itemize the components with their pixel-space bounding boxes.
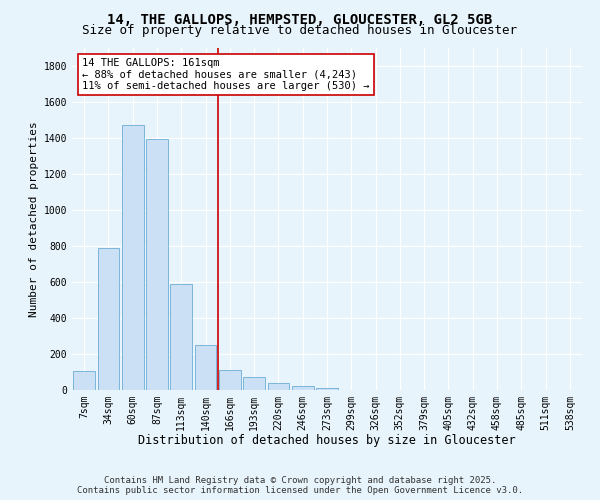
Text: 14 THE GALLOPS: 161sqm
← 88% of detached houses are smaller (4,243)
11% of semi-: 14 THE GALLOPS: 161sqm ← 88% of detached… xyxy=(82,58,370,91)
Text: Contains HM Land Registry data © Crown copyright and database right 2025.
Contai: Contains HM Land Registry data © Crown c… xyxy=(77,476,523,495)
Bar xyxy=(292,386,314,390)
Text: Size of property relative to detached houses in Gloucester: Size of property relative to detached ho… xyxy=(83,24,517,37)
X-axis label: Distribution of detached houses by size in Gloucester: Distribution of detached houses by size … xyxy=(138,434,516,448)
Bar xyxy=(316,388,338,390)
Bar xyxy=(146,140,168,390)
Text: 14, THE GALLOPS, HEMPSTED, GLOUCESTER, GL2 5GB: 14, THE GALLOPS, HEMPSTED, GLOUCESTER, G… xyxy=(107,12,493,26)
Bar xyxy=(243,378,265,390)
Bar xyxy=(194,345,217,390)
Y-axis label: Number of detached properties: Number of detached properties xyxy=(29,121,40,316)
Bar xyxy=(219,370,241,390)
Bar xyxy=(73,371,95,390)
Bar xyxy=(170,284,192,390)
Bar xyxy=(268,383,289,390)
Bar xyxy=(97,248,119,390)
Bar xyxy=(122,125,143,390)
